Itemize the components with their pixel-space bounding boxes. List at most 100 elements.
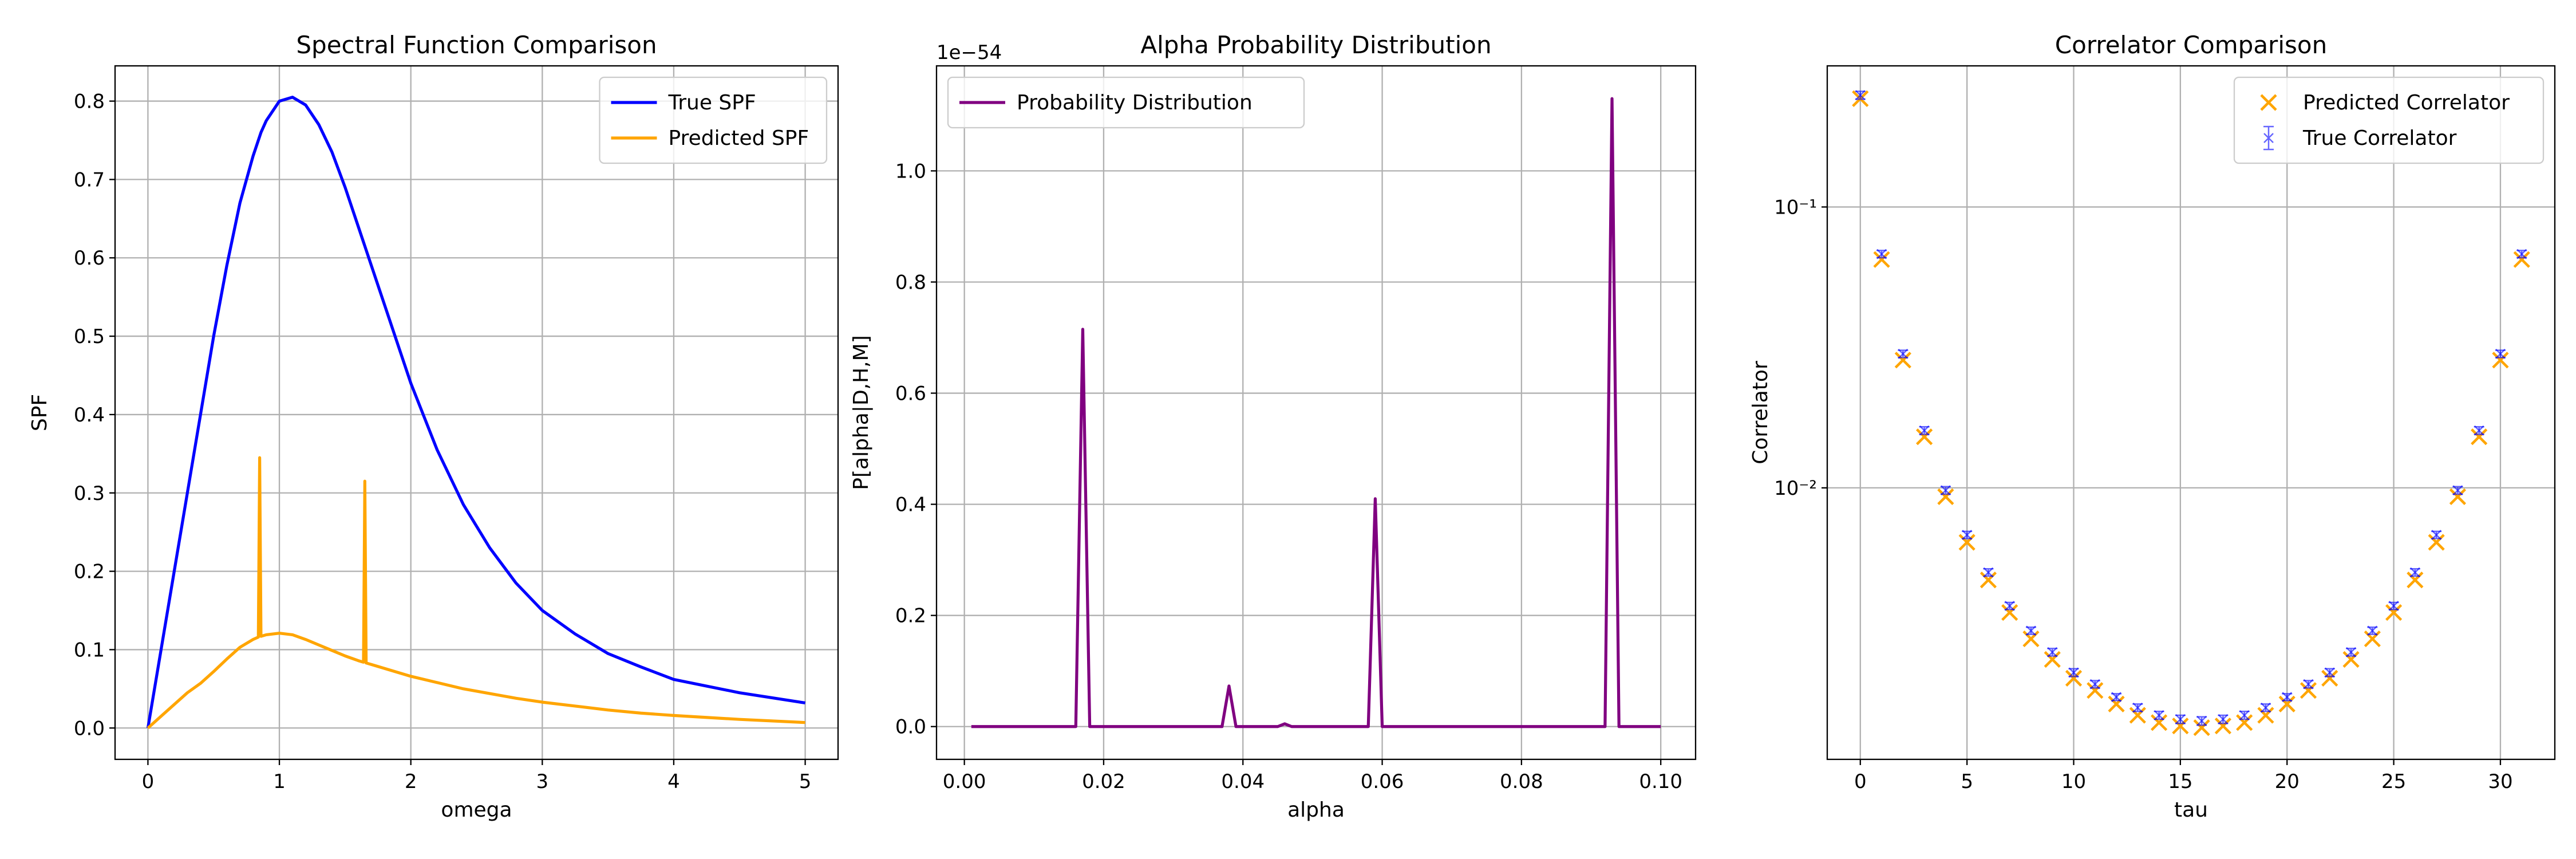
marker: [2278, 695, 2296, 712]
x-tick-label: 4: [667, 770, 680, 793]
marker: [2516, 249, 2527, 259]
x-tick-label: 0: [142, 770, 155, 793]
x-axis-label: omega: [441, 798, 512, 822]
marker: [2321, 669, 2338, 687]
marker: [2449, 488, 2467, 505]
marker: [1919, 425, 1930, 436]
x-tick-label: 0: [1854, 770, 1867, 793]
x-tick-label: 2: [405, 770, 417, 793]
marker: [2367, 625, 2378, 636]
y-axis-label: P[alpha|D,H,M]: [850, 335, 873, 490]
x-tick-label: 0.02: [1082, 770, 1125, 793]
legend-swatch: [2263, 125, 2274, 151]
marker: [2471, 428, 2488, 446]
marker: [2261, 702, 2271, 713]
marker: [2068, 667, 2079, 678]
plot-area: [1852, 90, 2530, 736]
marker: [2257, 707, 2274, 724]
marker: [2346, 647, 2356, 657]
legend-marker: [2263, 133, 2274, 143]
marker: [2132, 702, 2143, 713]
x-tick-label: 5: [799, 770, 812, 793]
marker: [1876, 249, 1887, 259]
chart-title: Spectral Function Comparison: [296, 31, 657, 59]
x-tick-label: 0.06: [1361, 770, 1404, 793]
marker: [1940, 485, 1951, 496]
x-tick-label: 30: [2488, 770, 2512, 793]
marker: [1894, 352, 1911, 369]
marker: [2175, 714, 2186, 724]
plot-area: [971, 97, 1661, 728]
marker: [2150, 714, 2168, 731]
marker: [2324, 667, 2335, 678]
marker: [2492, 352, 2509, 369]
y-tick-label: 0.8: [74, 90, 105, 113]
marker: [2193, 719, 2210, 736]
axes-frame: [114, 65, 839, 761]
marker: [2087, 682, 2104, 699]
marker: [1915, 428, 1933, 446]
y-axis-label: SPF: [28, 394, 52, 431]
marker: [2385, 604, 2403, 621]
y-tick-label: 0.4: [74, 404, 105, 427]
marker: [2026, 625, 2036, 636]
marker: [1962, 530, 1973, 540]
x-tick-label: 20: [2275, 770, 2300, 793]
marker: [2172, 718, 2189, 735]
marker: [2342, 651, 2360, 668]
y-tick-label: 0.7: [74, 168, 105, 191]
marker: [2431, 530, 2442, 540]
chart-title: Correlator Comparison: [2055, 31, 2327, 59]
marker: [2474, 425, 2484, 436]
marker: [2303, 679, 2314, 689]
marker: [1873, 251, 1890, 268]
marker: [2214, 718, 2232, 735]
y-tick-label: 0.2: [895, 605, 926, 628]
marker: [2047, 647, 2058, 657]
marker: [2239, 710, 2250, 720]
marker: [2452, 485, 2463, 496]
marker: [2001, 604, 2018, 621]
marker: [1980, 572, 1997, 589]
x-tick-label: 0.08: [1500, 770, 1543, 793]
x-axis-label: alpha: [1287, 798, 1345, 822]
y-tick-label: 0.6: [74, 247, 105, 270]
y-tick-label: 0.5: [74, 325, 105, 348]
marker: [2129, 707, 2146, 724]
x-tick-label: 1: [273, 770, 286, 793]
marker: [2065, 669, 2083, 687]
marker: [2236, 714, 2253, 731]
y-tick-label: 0.3: [74, 482, 105, 505]
marker: [1958, 534, 1976, 551]
marker: [1898, 349, 1909, 359]
marker: [2111, 692, 2121, 703]
y-tick-label: 0.2: [74, 561, 105, 584]
marker: [2218, 714, 2229, 724]
marker: [2407, 572, 2424, 589]
marker: [2300, 682, 2317, 699]
y-offset-label: 1e−54: [937, 41, 1002, 64]
y-tick-label: 0.8: [895, 271, 926, 294]
legend-label: True Correlator: [2302, 127, 2457, 150]
legend-box: [2233, 76, 2545, 164]
marker: [2108, 695, 2125, 712]
x-tick-label: 3: [536, 770, 548, 793]
axes-frame: [935, 65, 1697, 761]
marker: [2089, 679, 2100, 689]
x-tick-label: 0.10: [1639, 770, 1682, 793]
marker: [2196, 715, 2207, 726]
data-line: [971, 97, 1661, 728]
marker: [2004, 601, 2015, 611]
y-tick-label: 10⁻²: [1774, 477, 1817, 500]
marker: [2154, 710, 2164, 720]
y-axis-label: Correlator: [1749, 361, 1772, 464]
marker: [2409, 567, 2420, 578]
legend-label: True SPF: [668, 91, 756, 115]
axes-frame: [1826, 65, 2556, 761]
x-tick-label: 0.00: [943, 770, 986, 793]
data-line: [147, 456, 805, 730]
y-tick-label: 10⁻¹: [1774, 196, 1817, 219]
x-tick-label: 25: [2381, 770, 2406, 793]
marker: [2428, 534, 2445, 551]
